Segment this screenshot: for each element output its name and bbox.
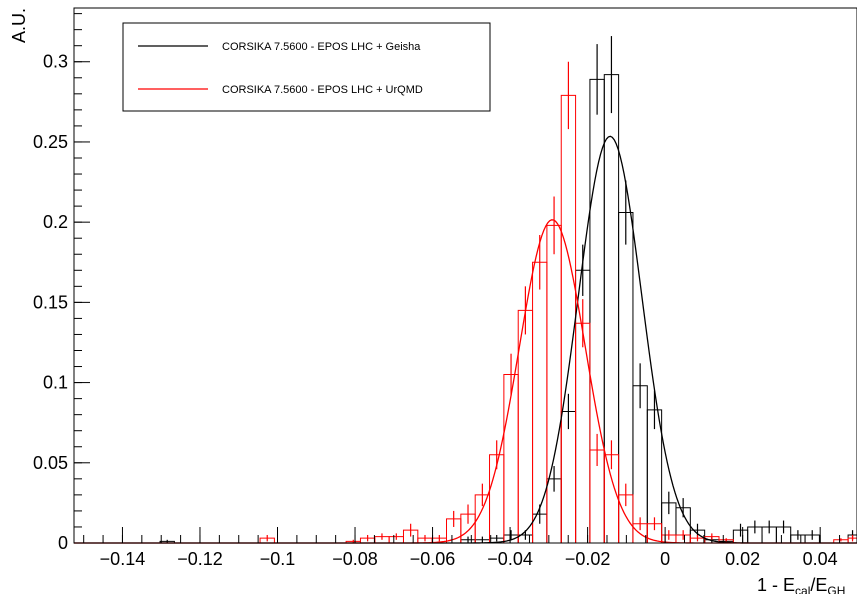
x-tick-label: −0.1 — [260, 549, 296, 569]
y-tick-label: 0.1 — [43, 373, 68, 393]
x-tick-label: −0.08 — [332, 549, 378, 569]
x-tick-label: −0.14 — [100, 549, 146, 569]
x-tick-label: −0.02 — [565, 549, 611, 569]
x-tick-label: 0.04 — [803, 549, 838, 569]
plot-frame — [73, 7, 857, 544]
x-axis-label-mid: /E — [810, 575, 827, 594]
y-tick-label: 0.15 — [33, 292, 68, 312]
y-tick-label: 0.3 — [43, 52, 68, 72]
y-tick-label: 0.05 — [33, 453, 68, 473]
x-tick-label: −0.04 — [487, 549, 533, 569]
x-tick-label: 0.02 — [725, 549, 760, 569]
y-tick-label: 0 — [58, 533, 68, 553]
y-axis-label: A.U. — [9, 8, 29, 43]
x-tick-label: −0.12 — [177, 549, 223, 569]
legend-label-geisha: CORSIKA 7.5600 - EPOS LHC + Geisha — [222, 41, 421, 53]
legend-box — [122, 22, 491, 112]
y-tick-label: 0.25 — [33, 132, 68, 152]
y-tick-label: 0.2 — [43, 212, 68, 232]
x-tick-label: 0 — [660, 549, 670, 569]
series-layer — [74, 36, 857, 544]
legend: CORSIKA 7.5600 - EPOS LHC + Geisha CORSI… — [122, 22, 491, 112]
x-axis-label-sub1: cal — [795, 584, 810, 594]
x-axis-label-prefix: 1 - E — [757, 575, 795, 594]
x-axis-label-sub2: GH — [827, 584, 845, 594]
x-tick-label: −0.06 — [410, 549, 456, 569]
axis-layer: 0 0.05 0.1 0.15 0.2 0.25 0.3 −0.14 −0.12 −0.1 −0.0… — [33, 13, 841, 569]
legend-label-urqmd: CORSIKA 7.5600 - EPOS LHC + UrQMD — [222, 84, 423, 96]
